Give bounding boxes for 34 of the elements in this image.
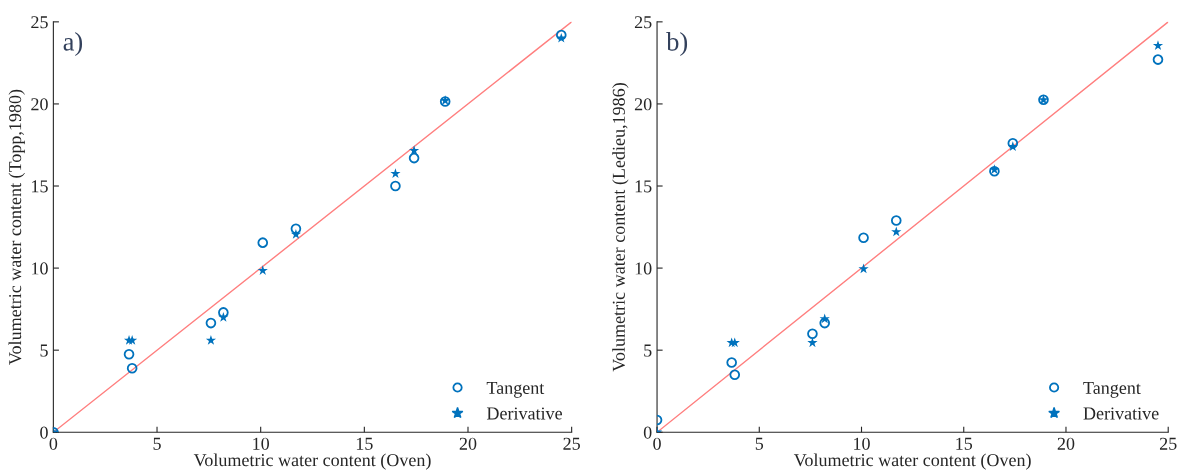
x-tick-label: 0: [653, 437, 661, 450]
x-tick-label: 25: [563, 437, 580, 450]
x-axis-title: Volumetric water content (Oven): [193, 453, 431, 470]
x-tick-label: 20: [459, 437, 477, 450]
y-tick-label: 10: [32, 262, 48, 275]
legend-label: Tangent: [486, 381, 545, 398]
y-tick-label: 25: [31, 16, 48, 29]
y-tick-label: 0: [643, 426, 652, 439]
annotation: a): [63, 32, 83, 57]
x-tick-label: 20: [1057, 437, 1075, 450]
x-tick-label: 0: [49, 437, 58, 450]
y-tick-label: 20: [31, 98, 48, 111]
x-tick-label: 15: [956, 437, 973, 450]
y-tick-label: 5: [40, 344, 48, 357]
y-tick-label: 25: [634, 16, 652, 29]
legend-label: Tangent: [1083, 381, 1141, 398]
x-tick-label: 25: [1159, 437, 1177, 450]
x-axis-title: Volumetric water content (Oven): [793, 453, 1031, 470]
y-axis-title: Volumetric water content (Ledieu,1986): [612, 83, 629, 372]
y-tick-label: 20: [634, 98, 652, 111]
y-tick-label: 10: [635, 262, 652, 275]
annotation: b): [666, 32, 688, 57]
x-tick-label: 15: [356, 437, 373, 450]
x-tick-label: 5: [153, 437, 161, 450]
y-tick-label: 0: [40, 426, 48, 439]
x-tick-label: 10: [854, 437, 870, 450]
y-tick-label: 5: [644, 344, 652, 357]
y-tick-label: 15: [32, 180, 48, 193]
x-tick-label: 10: [253, 437, 270, 450]
legend-label: Derivative: [1083, 407, 1159, 420]
x-tick-label: 5: [755, 437, 764, 450]
y-axis-title: Volumetric water content (Topp,1980): [8, 89, 25, 365]
y-tick-label: 15: [635, 180, 652, 193]
legend-label: Derivative: [486, 407, 562, 420]
